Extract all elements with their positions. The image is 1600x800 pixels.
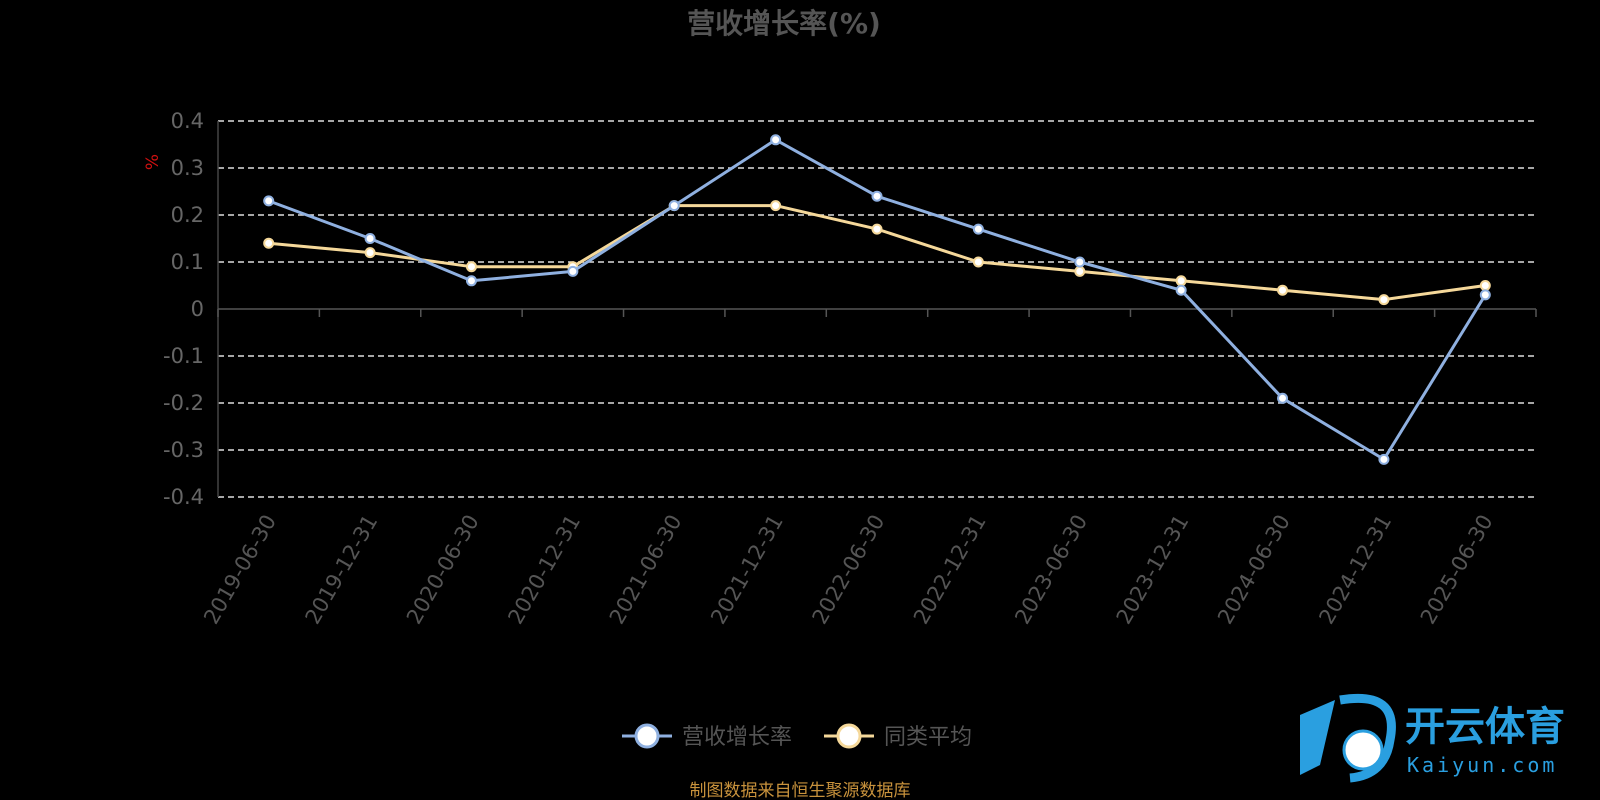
- legend-marker: [634, 723, 660, 749]
- source-note: 制图数据来自恒生聚源数据库: [690, 781, 911, 800]
- data-point[interactable]: [972, 256, 984, 268]
- data-point[interactable]: [770, 200, 782, 212]
- y-tick-label: 0: [191, 297, 204, 321]
- axes: [217, 121, 1537, 497]
- y-tick-label: 0.3: [171, 156, 204, 180]
- data-point[interactable]: [1479, 289, 1491, 301]
- x-tick-label: 2023-06-30: [1010, 511, 1092, 629]
- x-tick-label: 2019-12-31: [301, 511, 383, 629]
- x-tick-label: 2021-06-30: [605, 511, 687, 629]
- series-0: [263, 134, 1491, 465]
- legend-item[interactable]: 营收增长率: [622, 723, 792, 750]
- chart-title: 营收增长率(%): [687, 7, 881, 40]
- data-point[interactable]: [871, 190, 883, 202]
- series-lines: [263, 134, 1491, 465]
- data-point[interactable]: [1074, 265, 1086, 277]
- data-point[interactable]: [770, 134, 782, 146]
- legend-marker: [836, 723, 862, 749]
- series-line: [268, 204, 1486, 302]
- x-tick-label: 2023-12-31: [1112, 511, 1194, 629]
- series-1: [263, 200, 1491, 306]
- data-point[interactable]: [465, 261, 477, 273]
- data-point[interactable]: [263, 237, 275, 249]
- data-point[interactable]: [972, 223, 984, 235]
- data-point[interactable]: [263, 195, 275, 207]
- watermark-logo: 开云体育 Kaiyun.com: [1300, 693, 1565, 783]
- x-tick-label: 2025-06-30: [1416, 511, 1498, 629]
- data-point[interactable]: [1378, 453, 1390, 465]
- data-point[interactable]: [1479, 280, 1491, 291]
- data-point[interactable]: [1378, 294, 1390, 306]
- y-tick-label: 0.2: [171, 203, 204, 227]
- data-point[interactable]: [465, 275, 477, 287]
- watermark-name: 开云体育: [1405, 704, 1565, 750]
- x-tick-label: 2019-06-30: [199, 511, 281, 629]
- logo-k-shape: [1300, 700, 1335, 775]
- legend-item[interactable]: 同类平均: [824, 723, 972, 750]
- legend-label: 同类平均: [884, 725, 972, 750]
- data-point[interactable]: [364, 233, 376, 244]
- legend-label: 营收增长率: [682, 725, 792, 750]
- y-tick-label: -0.4: [163, 485, 204, 509]
- soccer-ball-icon: [1342, 729, 1384, 771]
- data-point[interactable]: [364, 247, 376, 259]
- data-point[interactable]: [1175, 275, 1187, 287]
- series-line: [268, 138, 1487, 461]
- x-tick-label: 2024-12-31: [1314, 511, 1396, 629]
- y-tick-label: 0.4: [171, 109, 204, 133]
- x-tick-label: 2022-06-30: [808, 511, 890, 629]
- legend[interactable]: 营收增长率 同类平均: [622, 723, 972, 750]
- y-tick-label: -0.2: [163, 391, 204, 415]
- data-point[interactable]: [871, 223, 883, 235]
- y-tick-label: -0.1: [163, 344, 204, 368]
- data-point[interactable]: [567, 265, 579, 277]
- data-point[interactable]: [1277, 392, 1289, 404]
- x-tick-label: 2021-12-31: [706, 511, 788, 629]
- y-tick-label: -0.3: [163, 438, 204, 462]
- data-point[interactable]: [1074, 256, 1086, 268]
- watermark-domain: Kaiyun.com: [1407, 753, 1557, 777]
- x-tick-label: 2022-12-31: [909, 511, 991, 629]
- x-tick-label: 2024-06-30: [1213, 511, 1295, 629]
- x-tick-labels: 2019-06-30 2019-12-31 2020-06-30 2020-12-31…: [199, 511, 1497, 629]
- y-axis-unit: %: [143, 154, 163, 170]
- data-point[interactable]: [1277, 284, 1289, 296]
- data-point[interactable]: [1175, 284, 1187, 296]
- logo-swoosh: [1339, 693, 1396, 783]
- x-tick-label: 2020-12-31: [503, 511, 585, 629]
- y-tick-labels: 0.4 0.3 0.2 0.1 0 -0.1 -0.2 -0.3 -0.4: [163, 109, 204, 509]
- x-tick-label: 2020-06-30: [402, 511, 484, 629]
- data-point[interactable]: [668, 200, 680, 212]
- y-tick-label: 0.1: [171, 250, 204, 274]
